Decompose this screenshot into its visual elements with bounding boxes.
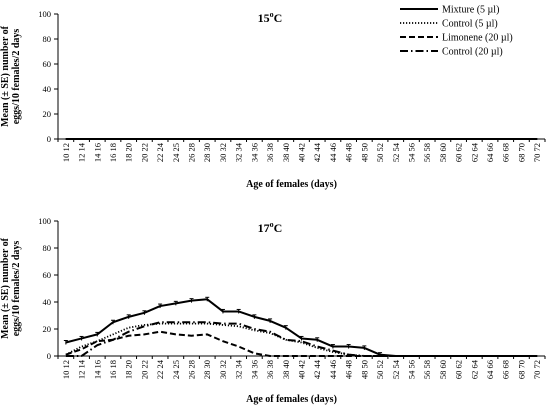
x-tick-label: 12 14 <box>77 359 87 379</box>
x-tick-label: 54 56 <box>406 360 416 379</box>
x-tick-label: 42 44 <box>312 359 322 379</box>
legend-label: Mixture (5 µl) <box>442 5 499 16</box>
y-tick-label: 0 <box>47 351 51 361</box>
legend-label: Control (5 µl) <box>442 19 498 30</box>
series-line-dashdot <box>65 321 538 357</box>
x-tick-label: 42 44 <box>312 142 322 162</box>
x-tick-label: 60 62 <box>454 143 464 162</box>
x-tick-label: 12 14 <box>77 142 87 162</box>
x-tick-label: 10 12 <box>61 143 71 162</box>
y-axis-title: Mean (± SE) number ofeggs/10 females/2 d… <box>0 25 22 127</box>
x-tick-label: 56 58 <box>422 143 432 162</box>
x-tick-label: 26 28 <box>187 143 197 162</box>
y-tick-label: 20 <box>43 109 52 119</box>
x-tick-label: 44 46 <box>328 143 338 162</box>
x-tick-label: 28 30 <box>202 360 212 379</box>
y-tick-label: 40 <box>43 297 52 307</box>
x-tick-label: 16 18 <box>108 360 118 379</box>
x-tick-label: 46 48 <box>344 360 354 379</box>
x-tick-label: 18 20 <box>124 143 134 162</box>
x-tick-label: 14 16 <box>92 360 102 379</box>
x-axis-title: Age of females (days) <box>246 394 337 405</box>
x-tick-label: 38 40 <box>281 143 291 162</box>
x-tick-label: 60 62 <box>454 360 464 379</box>
x-tick-label: 46 48 <box>344 143 354 162</box>
x-tick-label: 40 42 <box>297 360 307 379</box>
x-tick-label: 38 40 <box>281 360 291 379</box>
x-tick-label: 50 52 <box>375 143 385 162</box>
y-tick-label: 0 <box>47 134 51 144</box>
legend-label: Limonene (20 µl) <box>442 33 513 44</box>
x-tick-label: 28 30 <box>202 143 212 162</box>
x-tick-label: 26 28 <box>187 360 197 379</box>
x-tick-label: 32 34 <box>234 359 244 379</box>
panel-title: 15oC <box>258 10 283 25</box>
x-tick-label: 36 38 <box>265 360 275 379</box>
x-tick-label: 44 46 <box>328 360 338 379</box>
x-tick-label: 16 18 <box>108 143 118 162</box>
x-tick-label: 52 54 <box>391 359 401 379</box>
x-tick-label: 20 22 <box>139 143 149 162</box>
x-tick-label: 68 70 <box>516 360 526 379</box>
series-line-dashed <box>65 330 538 357</box>
x-tick-label: 34 36 <box>249 360 259 379</box>
x-tick-label: 64 66 <box>485 360 495 379</box>
y-tick-label: 40 <box>43 84 52 94</box>
y-axis-title: Mean (± SE) number ofeggs/10 females/2 d… <box>0 237 22 339</box>
x-tick-label: 22 24 <box>155 142 165 162</box>
x-tick-label: 48 50 <box>359 360 369 379</box>
x-axis-title: Age of females (days) <box>246 179 337 190</box>
x-tick-label: 58 60 <box>438 143 448 162</box>
x-tick-label: 56 58 <box>422 360 432 379</box>
x-tick-label: 24 25 <box>171 143 181 162</box>
panel-title: 17oC <box>258 220 283 235</box>
x-tick-label: 64 66 <box>485 143 495 162</box>
x-tick-label: 50 52 <box>375 360 385 379</box>
x-tick-label: 66 68 <box>501 143 511 162</box>
x-tick-label: 70 72 <box>532 143 542 162</box>
x-tick-label: 66 68 <box>501 360 511 379</box>
x-tick-label: 10 12 <box>61 360 71 379</box>
series-line-solid <box>65 298 538 357</box>
x-tick-label: 62 64 <box>469 142 479 162</box>
panel-17c: 0 20 40 60 80 100 10 12 12 14 14 16 16 18 18 20 20 … <box>0 216 546 405</box>
x-tick-label: 34 36 <box>249 143 259 162</box>
panel-15c: 0 20 40 60 80 100 10 12 12 14 14 16 16 18 18 20 20 … <box>0 9 546 190</box>
x-tick-label: 68 70 <box>516 143 526 162</box>
y-tick-label: 80 <box>43 34 52 44</box>
y-tick-label: 20 <box>43 324 52 334</box>
x-tick-label: 54 56 <box>406 143 416 162</box>
x-tick-label: 48 50 <box>359 143 369 162</box>
x-tick-label: 62 64 <box>469 359 479 379</box>
y-tick-label: 80 <box>43 243 52 253</box>
x-tick-label: 30 32 <box>218 360 228 379</box>
y-tick-label: 60 <box>43 59 52 69</box>
x-tick-label: 32 34 <box>234 142 244 162</box>
x-tick-label: 20 22 <box>139 360 149 379</box>
x-tick-label: 24 25 <box>171 360 181 379</box>
x-tick-label: 22 24 <box>155 359 165 379</box>
x-tick-label: 58 60 <box>438 360 448 379</box>
y-tick-label: 60 <box>43 270 52 280</box>
x-tick-label: 30 32 <box>218 143 228 162</box>
x-tick-label: 36 38 <box>265 143 275 162</box>
legend-label: Control (20 µl) <box>442 47 503 58</box>
x-tick-label: 14 16 <box>92 143 102 162</box>
x-tick-label: 40 42 <box>297 143 307 162</box>
x-tick-label: 52 54 <box>391 142 401 162</box>
y-tick-label: 100 <box>38 9 51 19</box>
x-tick-label: 70 72 <box>532 360 542 379</box>
legend: Mixture (5 µl) Control (5 µl) Limonene (20… <box>400 5 513 58</box>
x-tick-label: 18 20 <box>124 360 134 379</box>
y-tick-label: 100 <box>38 216 51 226</box>
